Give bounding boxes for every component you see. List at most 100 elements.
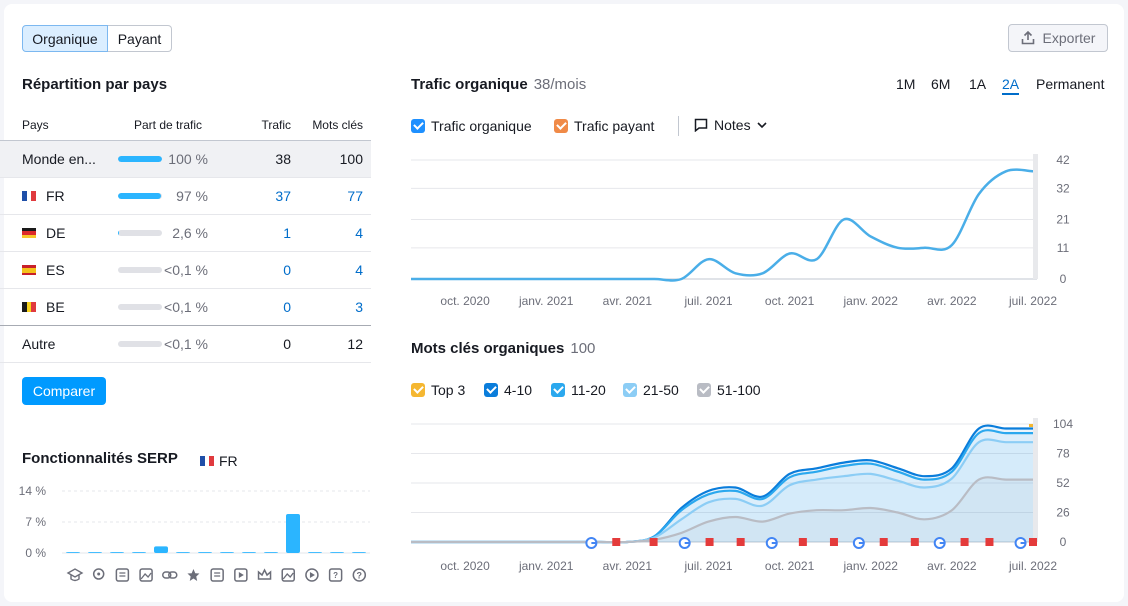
country-name: Monde en... — [22, 151, 96, 167]
legend-51-100[interactable]: 51-100 — [697, 382, 761, 398]
red-flag-icon — [829, 538, 838, 546]
series-area — [411, 439, 1033, 543]
share-bar-fill — [118, 230, 120, 236]
faq-icon: ? — [328, 568, 343, 582]
keywords-value[interactable]: 4 — [355, 225, 363, 241]
scroll-edge — [1033, 154, 1038, 279]
country-name: Autre — [22, 336, 56, 352]
crown-shape — [257, 568, 272, 580]
pin-shape — [92, 568, 105, 580]
legend-top-3[interactable]: Top 3 — [411, 382, 465, 398]
bar — [220, 552, 234, 553]
range-2a[interactable]: 2A — [1002, 76, 1020, 95]
notes-dropdown[interactable]: Notes — [694, 117, 767, 133]
keywords-value[interactable]: 77 — [347, 188, 363, 204]
country-row[interactable]: BE <0,1 % 0 3 — [0, 289, 371, 326]
tab-organique[interactable]: Organique — [22, 25, 108, 52]
share-bar — [118, 230, 162, 236]
range-1a[interactable]: 1A — [969, 76, 987, 92]
star-icon — [187, 569, 200, 581]
news-icon — [210, 568, 224, 582]
legend-paid-traffic[interactable]: Trafic payant — [554, 118, 654, 134]
range-1m[interactable]: 1M — [896, 76, 916, 92]
box-shape — [234, 568, 248, 582]
legend-label: 11-20 — [571, 382, 606, 398]
legend-organic-traffic[interactable]: Trafic organique — [411, 118, 532, 134]
box-shape — [139, 568, 153, 582]
flag-shape — [798, 538, 807, 546]
traffic-section-title: Trafic organique 38/mois — [411, 76, 586, 93]
traffic-value[interactable]: 1 — [283, 225, 291, 241]
google-update-icon — [852, 537, 865, 549]
country-row[interactable]: ES <0,1 % 0 4 — [0, 252, 371, 289]
keywords-value[interactable]: 3 — [355, 299, 363, 315]
legend-21-50[interactable]: 21-50 — [623, 382, 679, 398]
x-tick-label: avr. 2021 — [603, 294, 653, 308]
country-code: BE — [46, 299, 65, 315]
flag-shape — [612, 538, 621, 546]
y-tick-label: 32 — [1056, 181, 1070, 195]
traffic-type-tabs: Organique Payant — [22, 25, 172, 52]
y-tick-label: 78 — [1056, 447, 1070, 461]
country-row[interactable]: Autre <0,1 % 0 12 — [0, 326, 371, 363]
country-row[interactable]: FR 97 % 37 77 — [0, 178, 371, 215]
bar — [264, 552, 278, 553]
series-area — [411, 430, 1033, 543]
legend-divider — [678, 116, 679, 136]
legend-label: 4-10 — [504, 382, 533, 398]
upload-icon — [1021, 31, 1034, 45]
bar — [286, 514, 300, 553]
tab-payant[interactable]: Payant — [108, 25, 172, 52]
export-button[interactable]: Exporter — [1008, 24, 1108, 52]
country-row[interactable]: Monde en... 100 % 38 100 — [0, 141, 371, 178]
share-bar — [118, 304, 162, 310]
range-6m[interactable]: 6M — [931, 76, 951, 92]
google-update-icon — [585, 537, 598, 549]
flag-shape — [829, 538, 838, 546]
video-icon — [234, 568, 248, 582]
y-tick-label: 0 % — [25, 546, 46, 560]
y-tick-label: 104 — [1053, 417, 1073, 431]
play-icon — [305, 568, 319, 582]
domain-overview-card — [4, 4, 1124, 602]
flag-shape — [649, 538, 658, 546]
google-bar — [858, 542, 864, 544]
traffic-value[interactable]: 0 — [283, 299, 291, 315]
traffic-value: 38 — [275, 151, 291, 167]
country-table: Pays Part de trafic Trafic Mots clés Mon… — [0, 106, 371, 363]
y-tick-label: 14 % — [19, 484, 47, 498]
series-line-organic — [410, 168, 1034, 282]
landscape-shape — [140, 572, 152, 580]
share-bar — [118, 156, 162, 162]
compare-button[interactable]: Comparer — [22, 377, 106, 405]
red-flag-icon — [960, 538, 969, 546]
share-value: <0,1 % — [164, 299, 208, 315]
share-bar-fill — [118, 193, 161, 199]
flag-shape — [879, 538, 888, 546]
x-tick-label: oct. 2021 — [765, 294, 815, 308]
country-row[interactable]: DE 2,6 % 1 4 — [0, 215, 371, 252]
traffic-value[interactable]: 0 — [283, 262, 291, 278]
keywords-value[interactable]: 4 — [355, 262, 363, 278]
legend-4-10[interactable]: 4-10 — [484, 382, 532, 398]
box-shape — [281, 568, 295, 582]
flag-shape — [910, 538, 919, 546]
country-code: FR — [46, 188, 65, 204]
google-bar — [771, 542, 777, 544]
traffic-value[interactable]: 37 — [275, 188, 291, 204]
range-permanent[interactable]: Permanent — [1036, 76, 1105, 92]
red-flag-icon — [705, 538, 714, 546]
legend-label: Trafic organique — [431, 118, 532, 134]
serp-country-code: FR — [219, 453, 238, 469]
box-shape — [115, 568, 130, 582]
pin-dot — [97, 572, 101, 576]
share-value: 100 % — [168, 151, 208, 167]
chevron-down-icon — [757, 122, 767, 129]
legend-11-20[interactable]: 11-20 — [551, 382, 606, 398]
y-tick-label: 21 — [1056, 213, 1070, 227]
keywords-subtitle: 100 — [570, 340, 596, 357]
checkbox-icon — [623, 383, 637, 397]
bar — [176, 552, 190, 553]
google-bar — [939, 542, 945, 544]
checkbox-icon — [554, 119, 568, 133]
